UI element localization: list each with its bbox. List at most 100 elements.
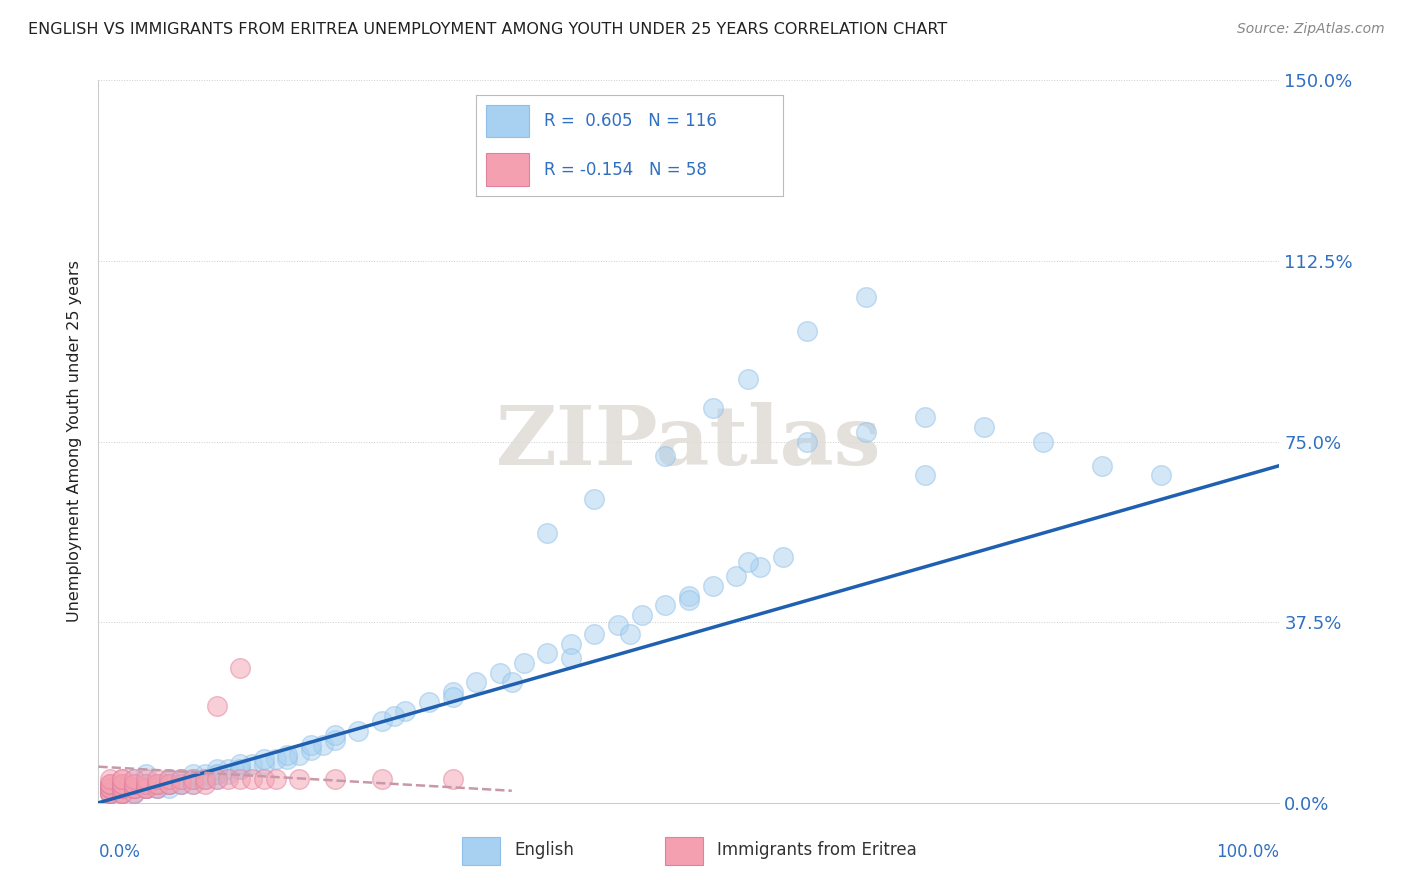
Point: [135, 776, 157, 790]
Point: [229, 661, 252, 675]
Point: [855, 290, 877, 304]
Point: [1032, 434, 1054, 449]
Point: [157, 772, 180, 786]
Point: [98, 786, 121, 800]
Point: [194, 772, 217, 786]
Point: [465, 675, 488, 690]
Point: [253, 757, 276, 772]
Point: [146, 781, 169, 796]
Point: [111, 781, 134, 796]
Point: [146, 776, 169, 790]
Point: [157, 781, 180, 796]
Point: [347, 723, 370, 738]
Point: [135, 781, 157, 796]
Point: [583, 627, 606, 641]
Point: [98, 786, 121, 800]
Point: [135, 781, 157, 796]
Point: [135, 776, 157, 790]
Point: [914, 468, 936, 483]
Point: [111, 786, 134, 800]
Point: [170, 772, 193, 786]
Point: [725, 569, 748, 583]
Point: [170, 776, 193, 790]
Point: [678, 593, 700, 607]
Point: [229, 772, 252, 786]
Point: [111, 786, 134, 800]
Point: [135, 767, 157, 781]
Point: [181, 767, 204, 781]
Point: [1150, 468, 1173, 483]
Point: [1091, 458, 1114, 473]
Point: [146, 776, 169, 790]
Point: [240, 772, 263, 786]
Point: [135, 781, 157, 796]
Point: [122, 772, 145, 786]
Point: [205, 767, 228, 781]
Point: [122, 776, 145, 790]
Point: [217, 767, 239, 781]
Point: [607, 617, 630, 632]
Point: [914, 410, 936, 425]
Point: [205, 699, 228, 714]
Point: [111, 776, 134, 790]
Point: [737, 372, 759, 386]
Point: [111, 781, 134, 796]
Point: [512, 656, 534, 670]
Point: [135, 772, 157, 786]
Point: [157, 776, 180, 790]
Point: [181, 772, 204, 786]
Point: [217, 762, 239, 776]
Point: [146, 781, 169, 796]
Point: [111, 776, 134, 790]
Point: [111, 781, 134, 796]
Point: [229, 762, 252, 776]
Point: [111, 781, 134, 796]
Point: [122, 781, 145, 796]
Point: [181, 776, 204, 790]
Point: [264, 752, 287, 766]
Point: [135, 781, 157, 796]
Point: [135, 781, 157, 796]
Point: [157, 776, 180, 790]
Point: [111, 786, 134, 800]
Point: [205, 767, 228, 781]
Point: [122, 786, 145, 800]
Point: [111, 786, 134, 800]
Point: [122, 781, 145, 796]
Point: [702, 579, 724, 593]
Point: [111, 776, 134, 790]
Point: [501, 675, 523, 690]
Point: [253, 772, 276, 786]
Point: [98, 776, 121, 790]
Point: [98, 786, 121, 800]
Point: [146, 776, 169, 790]
Point: [678, 589, 700, 603]
Point: [264, 772, 287, 786]
Text: ENGLISH VS IMMIGRANTS FROM ERITREA UNEMPLOYMENT AMONG YOUTH UNDER 25 YEARS CORRE: ENGLISH VS IMMIGRANTS FROM ERITREA UNEMP…: [28, 22, 948, 37]
Point: [855, 425, 877, 439]
Point: [181, 772, 204, 786]
Y-axis label: Unemployment Among Youth under 25 years: Unemployment Among Youth under 25 years: [67, 260, 83, 623]
Point: [98, 772, 121, 786]
Point: [111, 781, 134, 796]
Point: [111, 781, 134, 796]
Point: [111, 781, 134, 796]
Point: [973, 420, 995, 434]
Point: [441, 685, 464, 699]
Point: [772, 550, 794, 565]
Point: [98, 786, 121, 800]
Point: [276, 747, 298, 762]
Point: [146, 772, 169, 786]
Point: [181, 772, 204, 786]
Point: [122, 772, 145, 786]
Point: [146, 776, 169, 790]
Point: [748, 559, 770, 574]
Point: [111, 772, 134, 786]
Point: [205, 772, 228, 786]
Point: [135, 776, 157, 790]
Point: [157, 776, 180, 790]
Point: [205, 762, 228, 776]
Point: [111, 786, 134, 800]
Text: ZIPatlas: ZIPatlas: [496, 401, 882, 482]
Point: [98, 776, 121, 790]
